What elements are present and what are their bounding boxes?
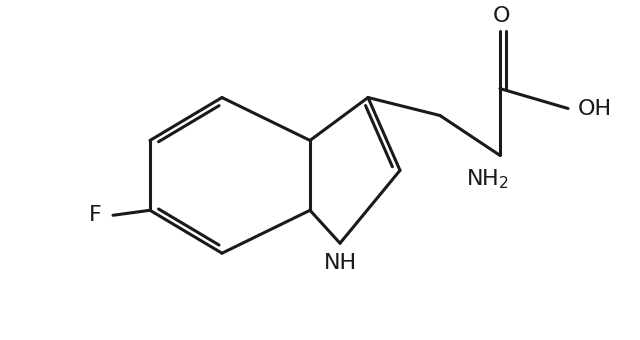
Text: NH: NH	[323, 253, 356, 273]
Text: OH: OH	[578, 99, 612, 119]
Text: NH$_2$: NH$_2$	[467, 167, 509, 191]
Text: F: F	[88, 205, 101, 225]
Text: O: O	[493, 6, 511, 26]
